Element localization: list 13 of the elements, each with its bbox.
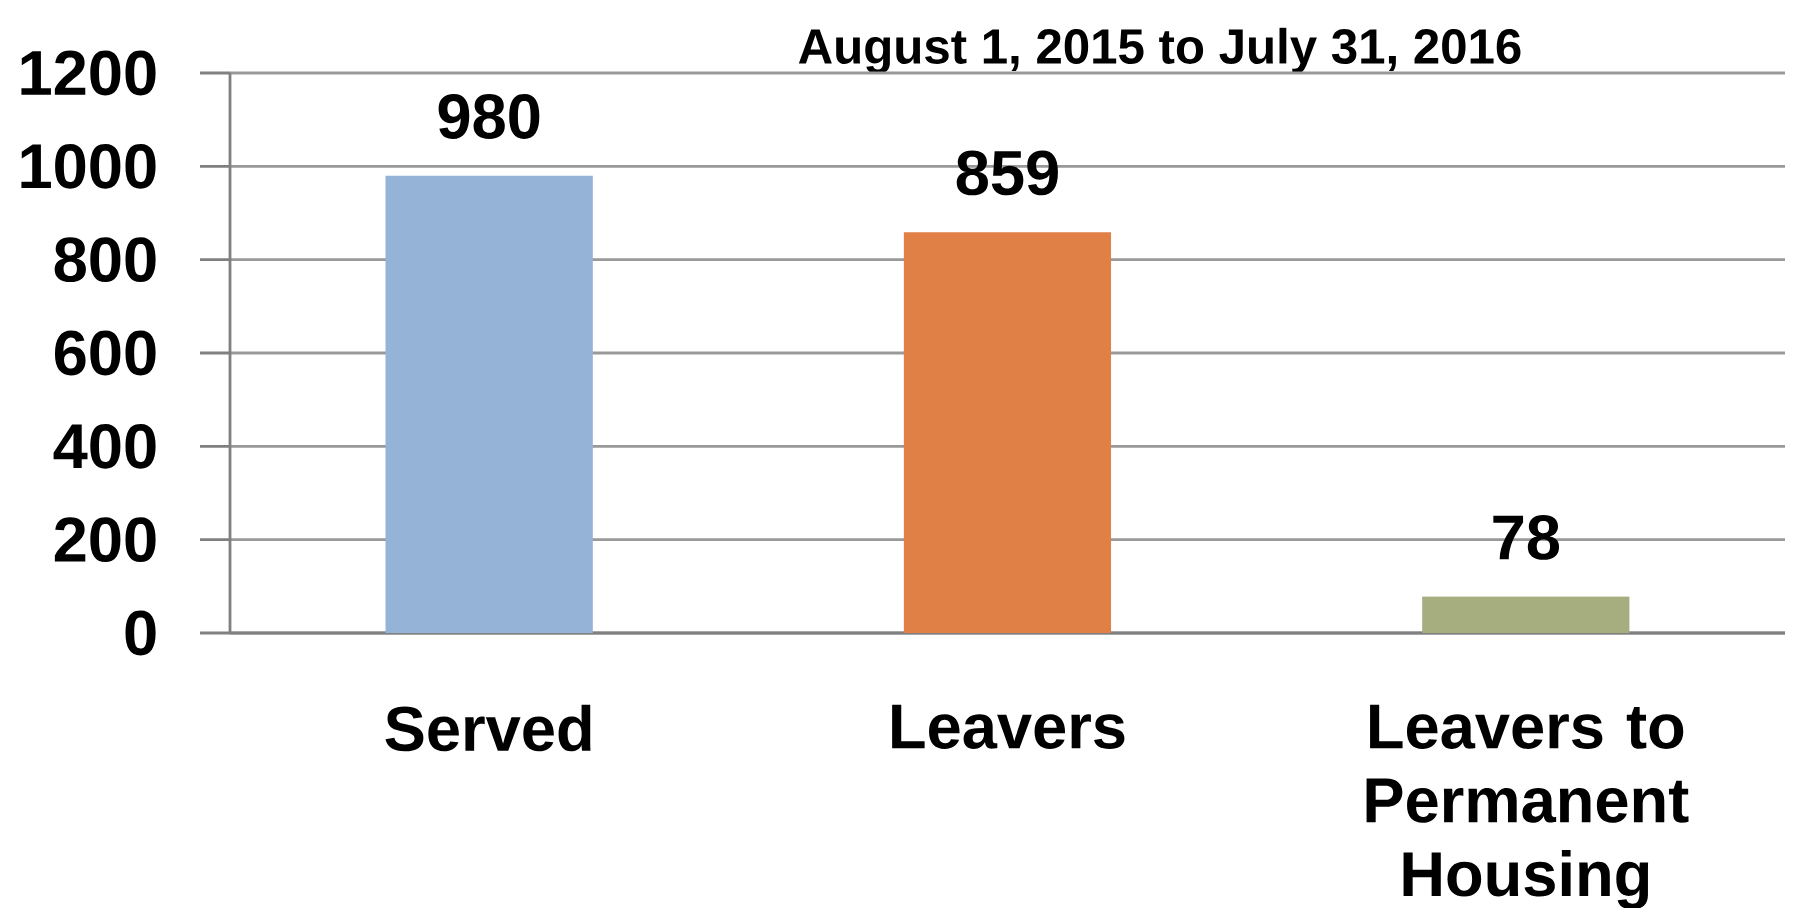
y-tick-label: 1000 (21, 143, 156, 189)
y-tick-label: 600 (54, 330, 156, 376)
x-tick-label: Leavers (892, 704, 1125, 749)
data-label: 859 (956, 150, 1058, 196)
y-tick-label: 200 (54, 517, 156, 563)
y-tick-label: 0 (125, 610, 156, 656)
y-tick-label: 800 (54, 237, 156, 283)
data-label: 980 (438, 94, 540, 139)
data-label: 78 (1493, 514, 1560, 560)
y-tick-label: 400 (53, 423, 156, 469)
y-tick-label: 1200 (21, 50, 156, 96)
chart-title: August 1, 2015 to July 31, 2016 (798, 27, 1521, 74)
x-tick-label: Served (385, 704, 591, 752)
